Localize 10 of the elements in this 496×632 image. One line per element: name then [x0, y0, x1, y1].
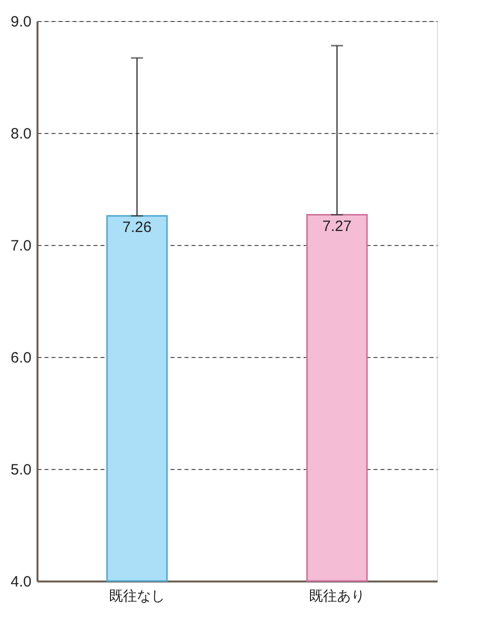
data-label: 7.27	[322, 218, 352, 235]
y-tick-label: 9.0	[10, 14, 32, 30]
y-tick-label: 7.0	[10, 238, 32, 254]
x-tick-label: 既往なし	[109, 588, 165, 604]
y-tick-label: 5.0	[10, 462, 32, 478]
y-tick-label: 4.0	[10, 574, 32, 590]
x-tick-label: 既往あり	[309, 588, 365, 604]
y-tick-label: 6.0	[10, 350, 32, 366]
y-tick-label: 8.0	[10, 126, 32, 142]
data-label: 7.26	[122, 218, 152, 236]
